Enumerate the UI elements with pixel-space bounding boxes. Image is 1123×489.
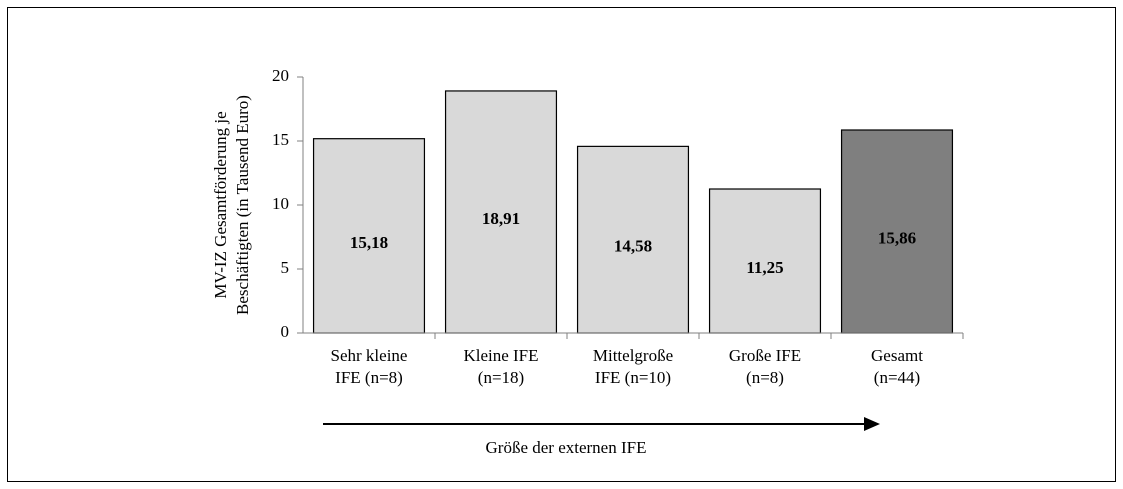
x-tick-label: (n=8) (746, 368, 784, 387)
y-tick-label: 15 (272, 130, 289, 149)
data-label: 15,86 (878, 228, 916, 247)
data-label: 15,18 (350, 233, 388, 252)
x-tick-label: (n=44) (874, 368, 920, 387)
y-tick-label: 10 (272, 194, 289, 213)
x-tick-label: Gesamt (871, 346, 923, 365)
bar (708, 188, 822, 334)
annotation: Größe der externen IFE (486, 438, 647, 457)
x-tick-label: IFE (n=10) (595, 368, 671, 387)
bar (576, 145, 690, 334)
y-axis-label: Beschäftigten (in Tausend Euro) (233, 95, 252, 315)
x-tick-label: Sehr kleine (331, 346, 408, 365)
data-label: 14,58 (614, 237, 652, 256)
y-tick-label: 20 (272, 66, 289, 85)
x-tick-label: (n=18) (478, 368, 524, 387)
frame (7, 7, 1116, 482)
x-tick-label: Kleine IFE (463, 346, 538, 365)
x-tick-label: Mittelgroße (593, 346, 673, 365)
arrow-head (864, 417, 880, 431)
y-axis-label: MV-IZ Gesamtförderung je (211, 111, 230, 298)
y-tick-label: 5 (281, 258, 290, 277)
data-label: 18,91 (482, 209, 520, 228)
y-tick-label: 0 (281, 322, 290, 341)
bar (444, 90, 558, 334)
bar (840, 129, 954, 334)
x-tick-label: Große IFE (729, 346, 801, 365)
data-label: 11,25 (746, 258, 783, 277)
x-tick-label: IFE (n=8) (335, 368, 403, 387)
